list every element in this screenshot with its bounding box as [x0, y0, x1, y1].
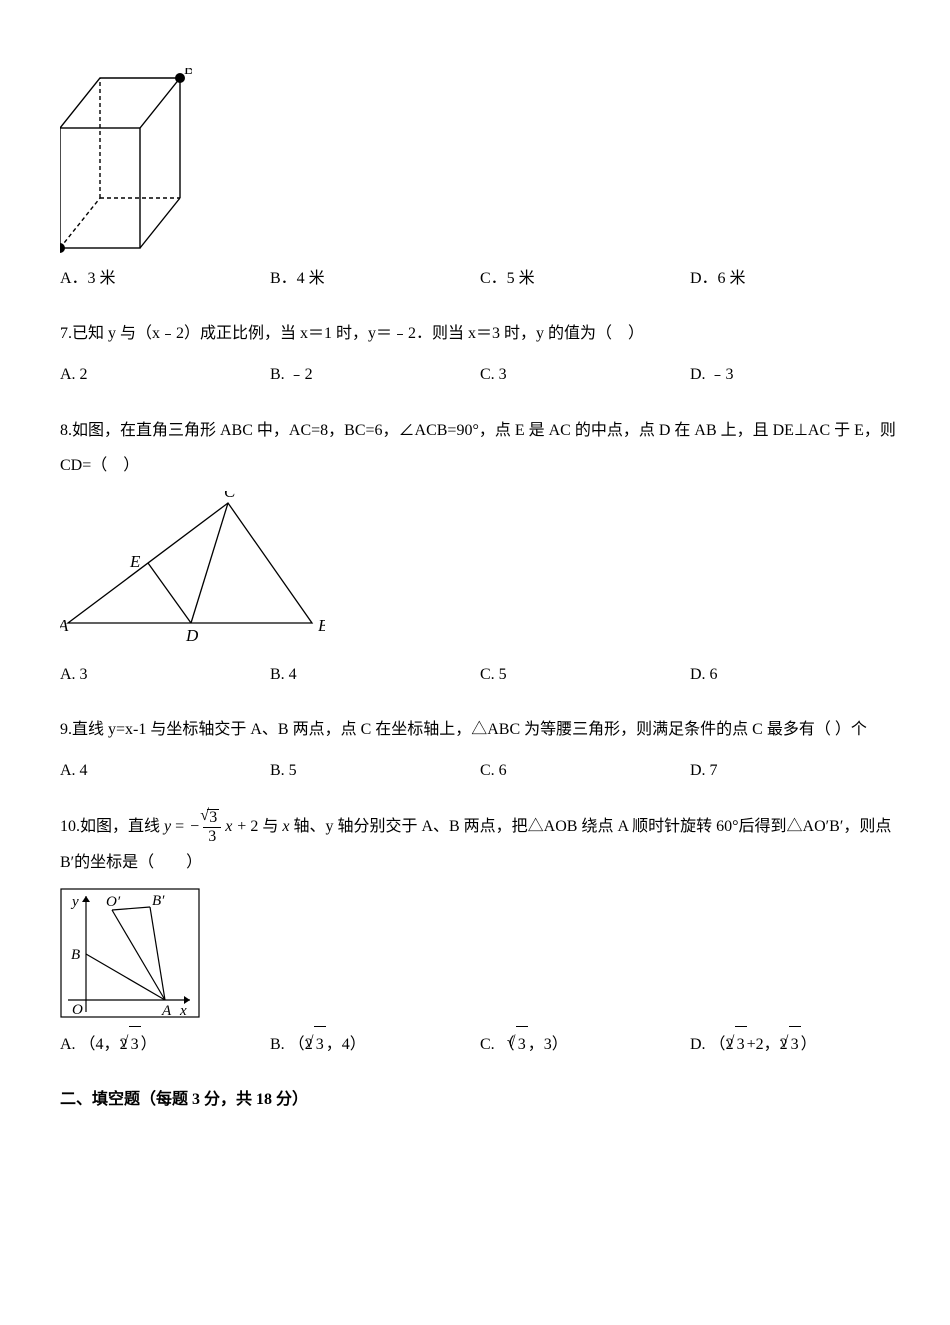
q10-opt-c: C. （√3，3）	[480, 1026, 690, 1062]
q7-opt-b: B. ﹣2	[270, 357, 480, 392]
svg-text:E: E	[129, 552, 141, 571]
svg-text:B: B	[318, 616, 325, 635]
q6-opt-c: C．5 米	[480, 261, 690, 296]
svg-text:y: y	[70, 894, 79, 910]
svg-text:B: B	[71, 947, 80, 963]
svg-text:B′: B′	[152, 893, 165, 909]
q10-opt-a: A. （4，2√3）	[60, 1026, 270, 1062]
q9-opt-d: D. 7	[690, 753, 900, 788]
q7-text: 7.已知 y 与（x﹣2）成正比例，当 x＝1 时，y＝﹣2．则当 x＝3 时，…	[60, 316, 900, 351]
q9-opt-c: C. 6	[480, 753, 690, 788]
svg-text:O′: O′	[106, 894, 121, 910]
q7-opt-d: D. ﹣3	[690, 357, 900, 392]
q9-opt-b: B. 5	[270, 753, 480, 788]
q10-opt-b: B. （2√3，4）	[270, 1026, 480, 1062]
svg-text:A: A	[60, 252, 69, 253]
q7-options: A. 2 B. ﹣2 C. 3 D. ﹣3	[60, 357, 900, 392]
svg-text:A: A	[60, 616, 69, 635]
svg-text:A: A	[161, 1003, 172, 1018]
q10-opt-d: D. （2√3+2，2√3）	[690, 1026, 900, 1062]
q10-options: A. （4，2√3） B. （2√3，4） C. （√3，3） D. （2√3+…	[60, 1026, 900, 1062]
q7-opt-c: C. 3	[480, 357, 690, 392]
q9-opt-a: A. 4	[60, 753, 270, 788]
q6-figure: AB	[60, 68, 900, 253]
q8-opt-b: B. 4	[270, 657, 480, 692]
q8-opt-a: A. 3	[60, 657, 270, 692]
section-2-heading: 二、填空题（每题 3 分，共 18 分）	[60, 1082, 900, 1117]
svg-text:B: B	[184, 68, 192, 78]
q8-figure: A B C D E	[60, 491, 900, 649]
svg-text:x: x	[179, 1003, 187, 1018]
q6-options: A．3 米 B．4 米 C．5 米 D．6 米	[60, 261, 900, 296]
q10-text: 10.如图，直线 y=−√33x+ 2 与 x 轴、y 轴分别交于 A、B 两点…	[60, 809, 900, 881]
q10-figure: O A B O′ B′ x y	[60, 888, 900, 1018]
q6-opt-b: B．4 米	[270, 261, 480, 296]
q6-opt-d: D．6 米	[690, 261, 900, 296]
q8-options: A. 3 B. 4 C. 5 D. 6	[60, 657, 900, 692]
q8-text: 8.如图，在直角三角形 ABC 中，AC=8，BC=6，∠ACB=90°，点 E…	[60, 413, 900, 483]
q7-opt-a: A. 2	[60, 357, 270, 392]
svg-text:O: O	[72, 1002, 83, 1018]
q8-opt-d: D. 6	[690, 657, 900, 692]
svg-text:D: D	[185, 626, 199, 645]
q8-opt-c: C. 5	[480, 657, 690, 692]
q9-text: 9.直线 y=x-1 与坐标轴交于 A、B 两点，点 C 在坐标轴上，△ABC …	[60, 712, 900, 747]
q9-options: A. 4 B. 5 C. 6 D. 7	[60, 753, 900, 788]
q6-opt-a: A．3 米	[60, 261, 270, 296]
svg-text:C: C	[224, 491, 236, 501]
